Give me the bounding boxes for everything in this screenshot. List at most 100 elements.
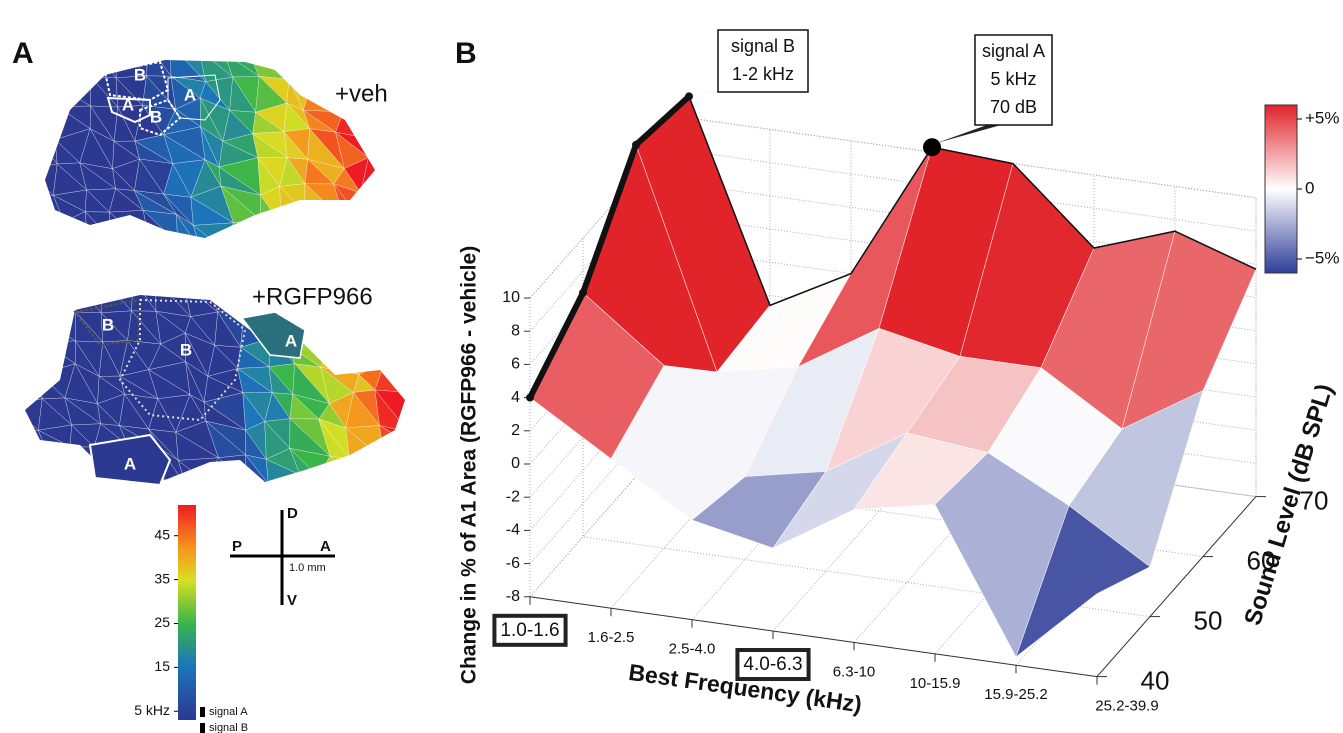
region-outlines (73, 60, 306, 487)
map-cell (398, 376, 405, 394)
map-cell (63, 243, 88, 272)
region-outline (88, 433, 172, 487)
region-outline (139, 98, 182, 137)
z-tick-label: 0 (511, 455, 520, 472)
signal-b-point (526, 393, 534, 402)
region-label: A (122, 95, 134, 114)
callout-text: 1-2 kHz (732, 64, 794, 84)
map-cell (46, 477, 73, 482)
map-cell (90, 60, 117, 79)
map-cell (376, 460, 405, 481)
z-tick-label: -2 (506, 488, 520, 505)
map-cell (364, 242, 388, 279)
map-cell (325, 305, 351, 340)
map-cell (346, 305, 384, 349)
map-cell (51, 60, 92, 83)
region-outline (118, 298, 247, 422)
map-cell (363, 223, 375, 238)
y-tick-label: 70 (1300, 485, 1329, 515)
x-axis (529, 596, 1098, 678)
z-tick-label: 10 (502, 289, 520, 306)
map-cell (48, 446, 74, 482)
map-cell (372, 479, 404, 482)
map-cell (112, 240, 144, 279)
map-cell (267, 474, 301, 482)
map-cell (414, 445, 441, 477)
map-cell (350, 339, 386, 363)
map-cell (375, 479, 405, 482)
region-label: B (150, 107, 162, 126)
map-cell (112, 240, 150, 279)
map-cell (401, 336, 405, 365)
colorbar-tick-label: 25 (154, 614, 170, 630)
map-cell (233, 219, 262, 238)
map-cell (400, 317, 405, 348)
colorbar (178, 505, 196, 720)
legend-label: signal B (209, 722, 248, 733)
map-title: +RGFP966 (252, 283, 373, 310)
map-cell (260, 219, 284, 238)
map-cell (374, 361, 405, 393)
map-cell (363, 60, 375, 77)
colorbar-tick-label: 15 (154, 658, 170, 674)
map-cell (45, 163, 58, 196)
map-cell (25, 341, 43, 376)
surface-patch (1015, 505, 1151, 658)
highlight-box (735, 648, 811, 682)
map-cell (299, 474, 326, 482)
map-cell (281, 223, 316, 238)
map-cell (54, 60, 92, 78)
panel-label: A (12, 37, 34, 70)
map-cell (383, 348, 400, 377)
map-cell (90, 60, 118, 79)
map-cell (411, 278, 442, 309)
colorbar-tick-label: +5% (1305, 108, 1340, 127)
map-cell (42, 340, 76, 365)
region-outline (167, 74, 221, 121)
colorbar-tick-label: 0 (1305, 178, 1314, 197)
y-tick-label: 60 (1247, 545, 1276, 575)
map-cell (45, 106, 58, 141)
map-cell (301, 60, 343, 80)
map-cell (260, 219, 284, 238)
map-cell (45, 82, 59, 109)
map-cell (400, 309, 405, 337)
map-cell (176, 213, 202, 238)
panel-label: B (455, 37, 477, 70)
signal-b-point (632, 140, 640, 149)
map-cell (25, 295, 41, 318)
z-tick-label: 6 (511, 356, 520, 373)
map-cell (402, 480, 405, 482)
map-cell (25, 317, 44, 344)
callout-pointer (936, 125, 1001, 144)
map-cell (25, 455, 49, 479)
map-cell (45, 131, 58, 171)
map-cell (87, 246, 120, 272)
map-cell (304, 213, 334, 238)
map-cell (350, 338, 386, 375)
map-cell (333, 242, 371, 279)
x-tick-label: 2.5-4.0 (669, 641, 716, 658)
z-tick-label: -8 (506, 588, 520, 605)
map-cell (178, 243, 202, 274)
region-label: A (184, 85, 196, 104)
map-cell (283, 240, 315, 273)
map-cell (344, 220, 365, 238)
map-cell (25, 475, 49, 482)
map-cell (221, 247, 261, 278)
legend-swatch (200, 707, 205, 717)
y-tick-label: 40 (1141, 665, 1170, 695)
map-cell (328, 339, 360, 376)
map-cell (71, 480, 106, 482)
map-cell (205, 481, 242, 482)
map-cell (400, 295, 405, 318)
map-cell (62, 221, 89, 238)
x-tick-label: 6.3-10 (833, 663, 876, 680)
y-axis (1096, 496, 1257, 677)
map-cell (36, 295, 77, 318)
map-cell (364, 242, 391, 279)
map-cell (277, 60, 315, 80)
map-cell (255, 248, 279, 278)
colorbar-tick-label: 45 (154, 526, 170, 542)
